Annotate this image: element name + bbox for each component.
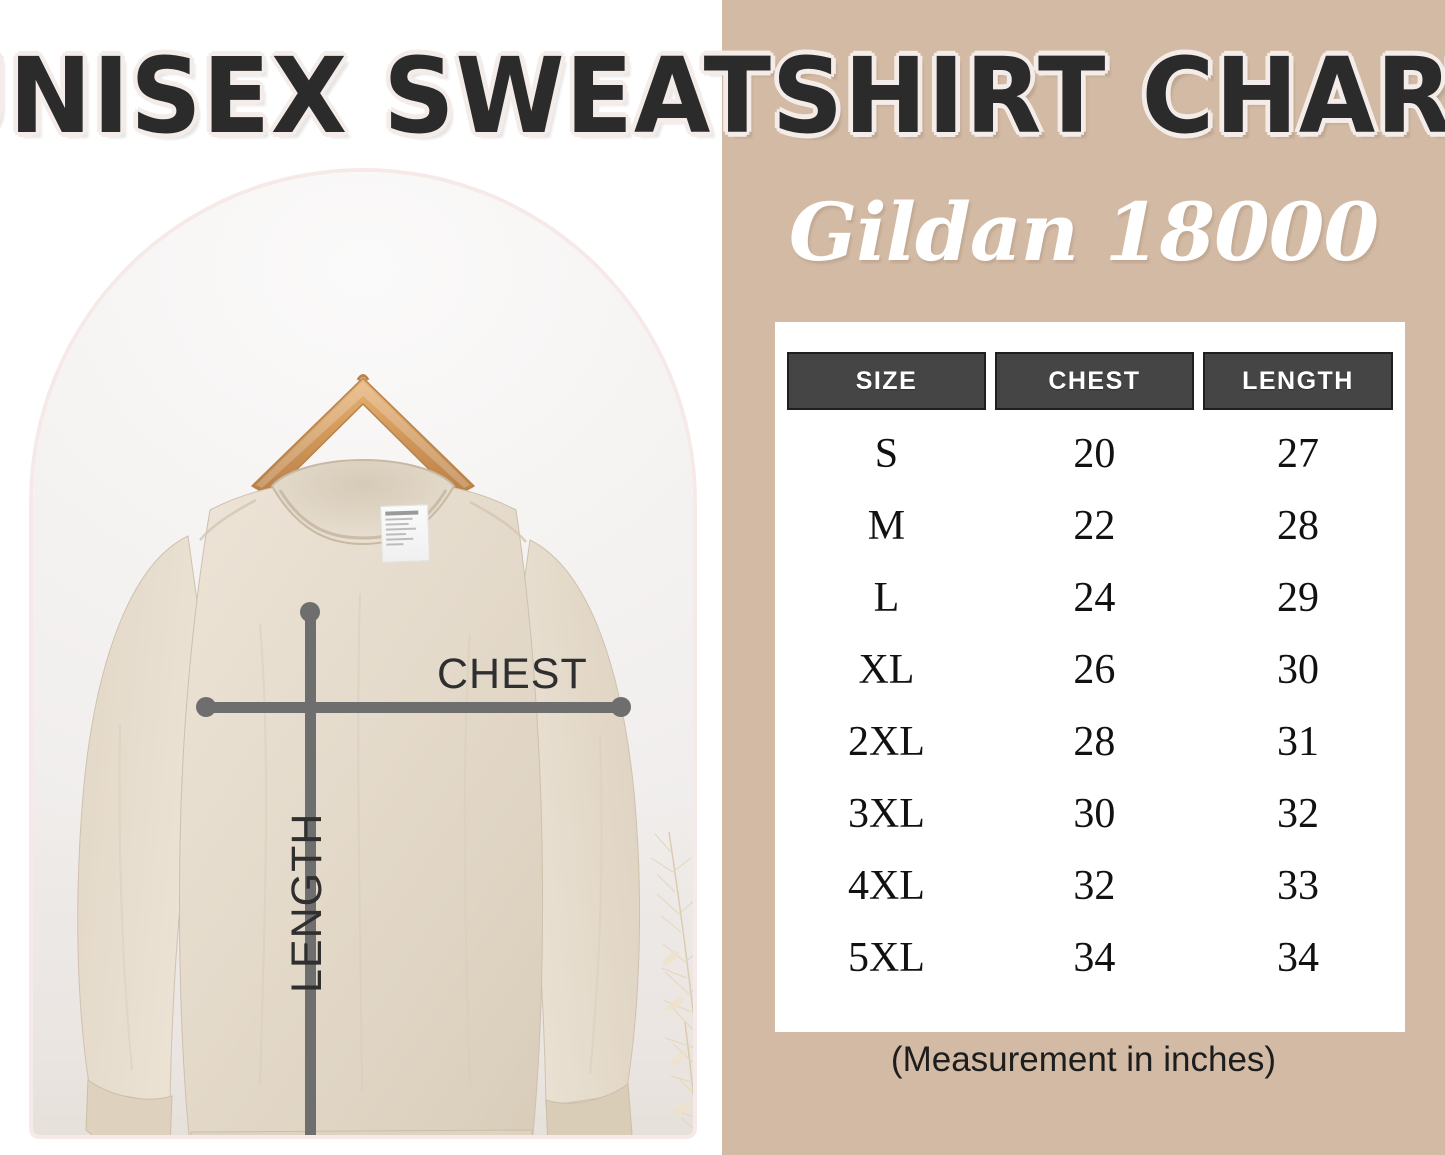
cell-chest: 20 (1073, 431, 1116, 477)
cell-length: 30 (1276, 647, 1319, 693)
table-row: M 22 28 (787, 490, 1393, 562)
cell-size: XL (858, 647, 915, 693)
cell-length: 33 (1276, 863, 1319, 909)
cell-length: 28 (1276, 503, 1319, 549)
cell-length: 31 (1276, 719, 1319, 765)
table-row: L 24 29 (787, 562, 1393, 634)
page-title: UNISEX SWEATSHIRT CHART (0, 26, 1445, 166)
cell-chest: 30 (1073, 791, 1116, 837)
cell-size: L (873, 575, 900, 621)
size-table-header-row: SIZE CHEST LENGTH (787, 352, 1393, 410)
table-row: 5XL 34 34 (787, 922, 1393, 994)
length-line-endpoint-top (300, 602, 320, 622)
length-measure-label: LENGTH (283, 812, 331, 993)
cell-chest: 22 (1073, 503, 1116, 549)
size-table-panel: SIZE CHEST LENGTH S 20 27 M 22 28 L 24 2… (775, 322, 1405, 1032)
chest-measure-line (201, 702, 621, 713)
table-row: XL 26 30 (787, 634, 1393, 706)
cell-length: 29 (1276, 575, 1319, 621)
cell-size: M (867, 503, 906, 549)
cell-length: 32 (1276, 791, 1319, 837)
cell-chest: 34 (1073, 935, 1116, 981)
cell-size: S (874, 431, 899, 477)
cell-size: 3XL (847, 791, 925, 837)
page-title-text: UNISEX SWEATSHIRT CHART (0, 35, 1445, 157)
cell-chest: 26 (1073, 647, 1116, 693)
product-photo-card: CHEST LENGTH (33, 172, 693, 1135)
chest-line-endpoint-left (196, 697, 216, 717)
cell-length: 34 (1276, 935, 1319, 981)
column-header-chest: CHEST (994, 352, 1194, 410)
column-header-size: SIZE (787, 352, 986, 410)
sweatshirt-photo (77, 458, 641, 1135)
column-header-length: LENGTH (1202, 352, 1393, 410)
table-row: 4XL 32 33 (787, 850, 1393, 922)
cell-size: 4XL (847, 863, 925, 909)
cell-size: 5XL (847, 935, 925, 981)
cell-chest: 32 (1073, 863, 1116, 909)
measurement-unit-note: (Measurement in inches) (890, 1040, 1277, 1079)
cell-chest: 24 (1073, 575, 1116, 621)
chest-measure-label: CHEST (437, 650, 588, 698)
table-row: 2XL 28 31 (787, 706, 1393, 778)
cell-size: 2XL (847, 719, 925, 765)
cell-length: 27 (1276, 431, 1319, 477)
measurement-overlay: CHEST LENGTH (33, 172, 693, 1135)
table-row: S 20 27 (787, 418, 1393, 490)
table-row: 3XL 30 32 (787, 778, 1393, 850)
size-table-body: S 20 27 M 22 28 L 24 29 XL 26 30 2XL 28 (787, 418, 1393, 994)
cell-chest: 28 (1073, 719, 1116, 765)
length-measure-line (305, 607, 316, 1135)
product-subtitle: Gildan 18000 (788, 185, 1379, 279)
chest-line-endpoint-right (611, 697, 631, 717)
